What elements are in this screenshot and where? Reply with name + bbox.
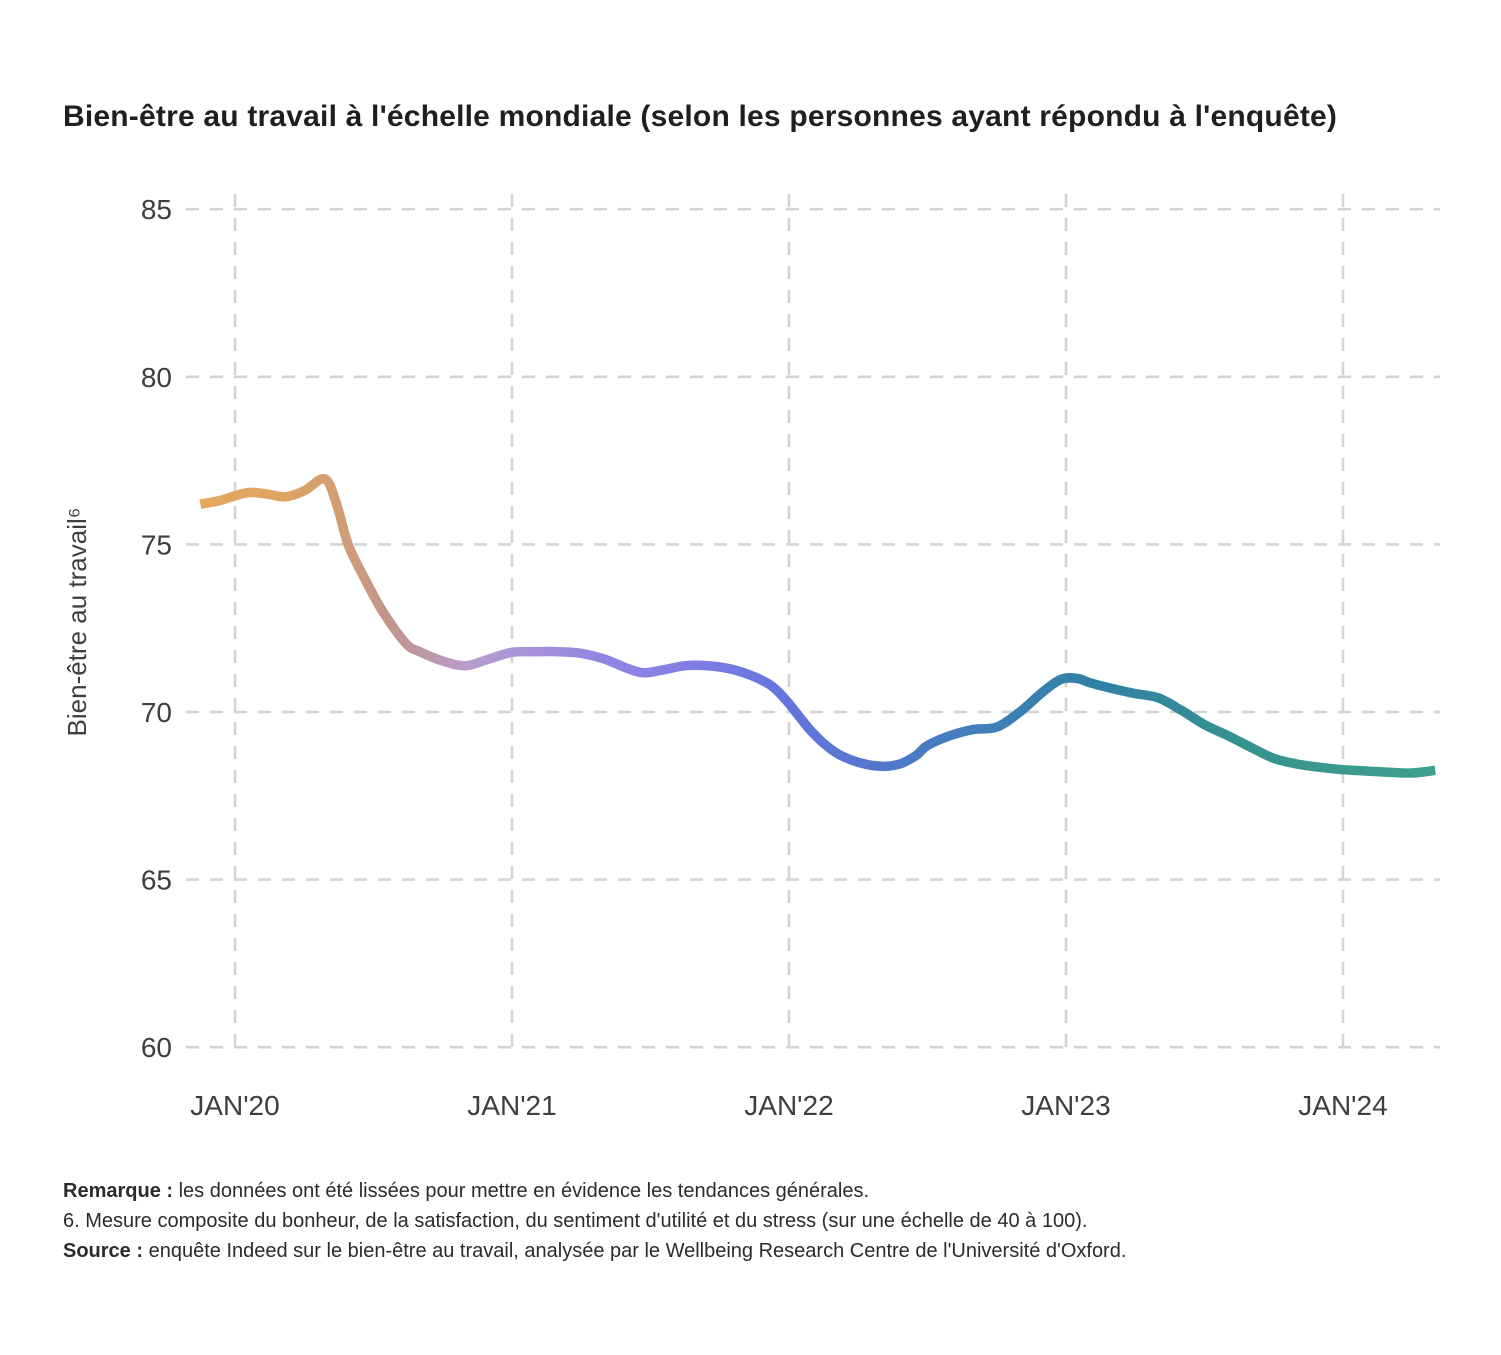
footnote-remark-text: les données ont été lissées pour mettre … [173, 1180, 870, 1202]
chart-title: Bien-être au travail à l'échelle mondial… [63, 100, 1338, 133]
y-tick-label-60: 60 [141, 1032, 172, 1063]
footnote-definition-text: 6. Mesure composite du bonheur, de la sa… [63, 1210, 1088, 1232]
y-axis-title: Bien-être au travail⁶ [62, 508, 92, 737]
wellbeing-trend-line [199, 474, 1436, 778]
y-tick-label-80: 80 [141, 362, 172, 393]
y-tick-label-70: 70 [141, 697, 172, 728]
x-tick-label-JAN'20: JAN'20 [190, 1090, 279, 1121]
footnote-source-text: enquête Indeed sur le bien-être au trava… [143, 1240, 1127, 1262]
x-tick-label-JAN'24: JAN'24 [1298, 1090, 1387, 1121]
vertical-gridlines [233, 194, 1345, 1048]
footnote-remark: Remarque : les données ont été lissées p… [63, 1176, 1126, 1206]
x-axis-tick-labels: JAN'20 JAN'21 JAN'22 JAN'23 JAN'24 [190, 1090, 1387, 1121]
y-axis-tick-labels: 85 80 75 70 65 60 [141, 194, 172, 1063]
footnote-source-prefix: Source : [63, 1240, 144, 1262]
y-tick-label-75: 75 [141, 529, 172, 560]
x-tick-label-JAN'22: JAN'22 [744, 1090, 833, 1121]
x-tick-label-JAN'23: JAN'23 [1021, 1090, 1110, 1121]
footnote-source: Source : enquête Indeed sur le bien-être… [63, 1236, 1126, 1266]
horizontal-gridlines [186, 207, 1440, 1049]
y-tick-label-65: 65 [141, 865, 172, 896]
x-tick-label-JAN'21: JAN'21 [467, 1090, 556, 1121]
footnotes: Remarque : les données ont été lissées p… [63, 1176, 1126, 1266]
y-tick-label-85: 85 [141, 194, 172, 225]
footnote-remark-prefix: Remarque : [63, 1180, 174, 1202]
footnote-definition: 6. Mesure composite du bonheur, de la sa… [63, 1206, 1126, 1236]
